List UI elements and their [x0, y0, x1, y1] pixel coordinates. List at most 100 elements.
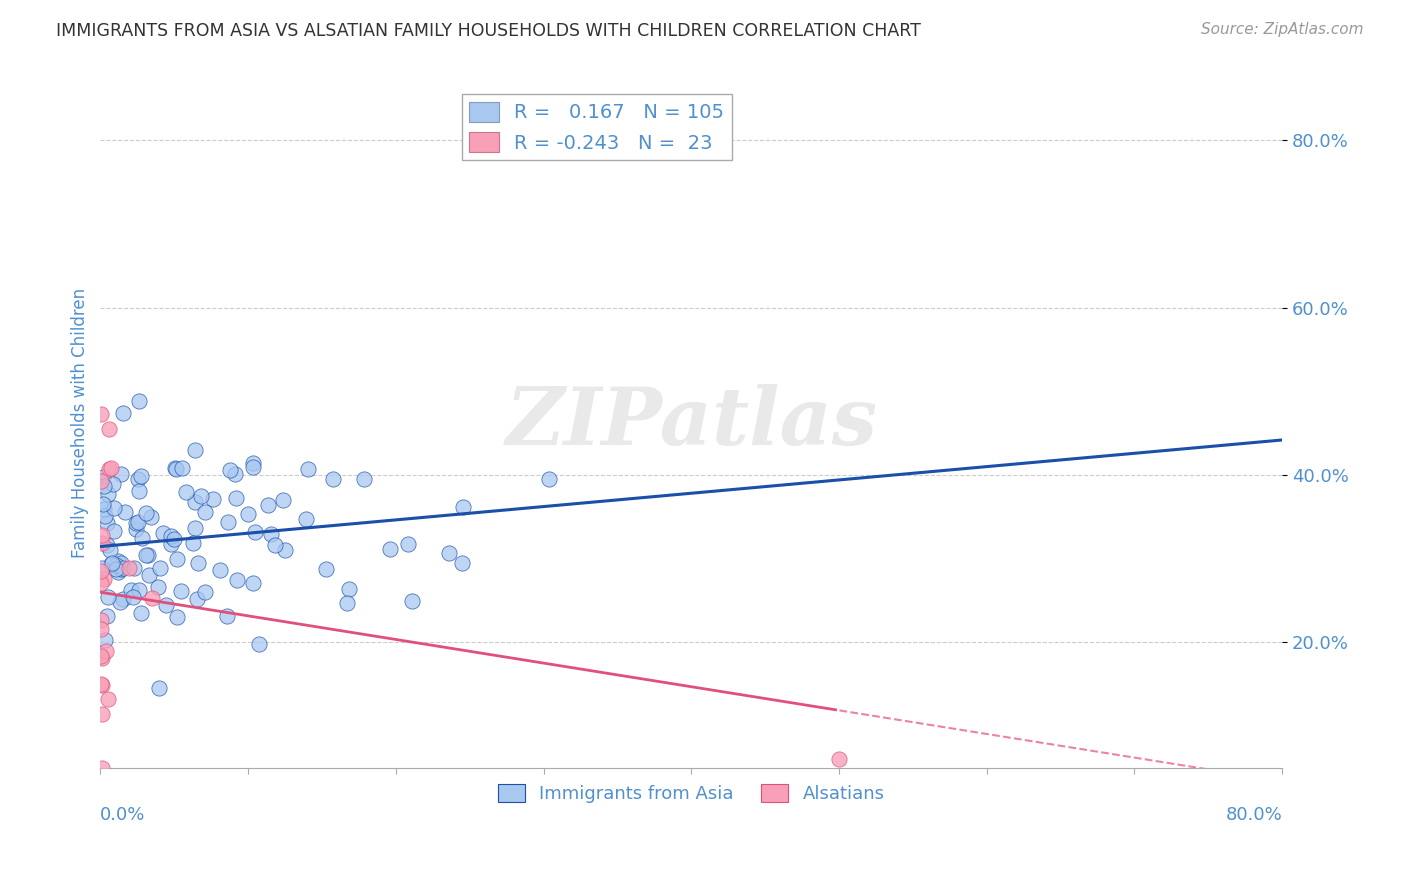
Point: [96, 608, 118, 623]
Point: [90, 648, 112, 663]
Point: [437, 546, 460, 560]
Point: [242, 575, 264, 590]
Point: [187, 556, 209, 570]
Point: [129, 606, 152, 620]
Point: [129, 469, 152, 483]
Point: [112, 406, 135, 420]
Point: [100, 557, 122, 571]
Point: [190, 489, 212, 503]
Point: [97, 487, 120, 501]
Point: [172, 460, 194, 475]
Point: [90, 651, 112, 665]
Point: [97, 692, 120, 706]
Point: [155, 598, 177, 612]
Point: [208, 563, 231, 577]
Point: [166, 610, 188, 624]
Point: [124, 561, 146, 575]
Point: [104, 558, 127, 572]
Point: [396, 537, 419, 551]
Point: [163, 532, 186, 546]
Point: [90, 678, 112, 692]
Point: [93, 502, 115, 516]
Point: [184, 521, 207, 535]
Point: [107, 565, 129, 579]
Point: [243, 524, 266, 539]
Point: [98, 542, 121, 557]
Point: [225, 491, 247, 506]
Point: [110, 556, 132, 570]
Point: [101, 556, 124, 570]
Point: [380, 542, 402, 557]
Point: [194, 505, 217, 519]
Point: [128, 393, 150, 408]
Point: [194, 585, 217, 599]
Point: [174, 485, 197, 500]
Point: [94, 633, 117, 648]
Point: [148, 681, 170, 695]
Point: [186, 592, 208, 607]
Point: [274, 542, 297, 557]
Point: [90, 614, 112, 628]
Point: [257, 498, 280, 512]
Point: [114, 505, 136, 519]
Point: [91, 706, 114, 721]
Point: [112, 592, 135, 607]
Point: [271, 493, 294, 508]
Point: [295, 512, 318, 526]
Point: [260, 527, 283, 541]
Point: [217, 515, 239, 529]
Point: [103, 501, 125, 516]
Point: [183, 443, 205, 458]
Point: [94, 644, 117, 658]
Point: [322, 472, 344, 486]
Point: [225, 573, 247, 587]
Point: [315, 562, 337, 576]
Point: [247, 637, 270, 651]
Point: [141, 510, 163, 524]
Point: [94, 508, 117, 523]
Point: [90, 564, 112, 578]
Point: [108, 595, 131, 609]
Point: [131, 531, 153, 545]
Point: [353, 472, 375, 486]
Point: [98, 422, 121, 436]
Point: [152, 526, 174, 541]
Point: [122, 590, 145, 604]
Point: [218, 463, 240, 477]
Point: [120, 582, 142, 597]
Point: [127, 472, 149, 486]
Point: [91, 497, 114, 511]
Point: [97, 462, 120, 476]
Point: [100, 461, 122, 475]
Point: [91, 536, 114, 550]
Point: [110, 467, 132, 482]
Point: [91, 761, 114, 775]
Point: [135, 548, 157, 562]
Point: [128, 583, 150, 598]
Point: [90, 622, 112, 636]
Point: [96, 516, 118, 531]
Point: [451, 500, 474, 514]
Point: [450, 556, 472, 570]
Point: [90, 407, 112, 421]
Point: [149, 560, 172, 574]
Point: [201, 491, 224, 506]
Point: [107, 553, 129, 567]
Point: [336, 596, 359, 610]
Y-axis label: Family Households with Children: Family Households with Children: [72, 287, 89, 558]
Point: [128, 483, 150, 498]
Point: [135, 507, 157, 521]
Point: [111, 561, 134, 575]
Point: [136, 549, 159, 563]
Point: [297, 462, 319, 476]
Point: [90, 676, 112, 690]
Point: [537, 473, 560, 487]
Point: [170, 583, 193, 598]
Point: [160, 537, 183, 551]
Point: [163, 461, 186, 475]
Point: [166, 552, 188, 566]
Point: [93, 572, 115, 586]
Point: [90, 474, 112, 488]
Text: Source: ZipAtlas.com: Source: ZipAtlas.com: [1201, 22, 1364, 37]
Legend: R =   0.167   N = 105, R = -0.243   N =  23: R = 0.167 N = 105, R = -0.243 N = 23: [461, 94, 733, 161]
